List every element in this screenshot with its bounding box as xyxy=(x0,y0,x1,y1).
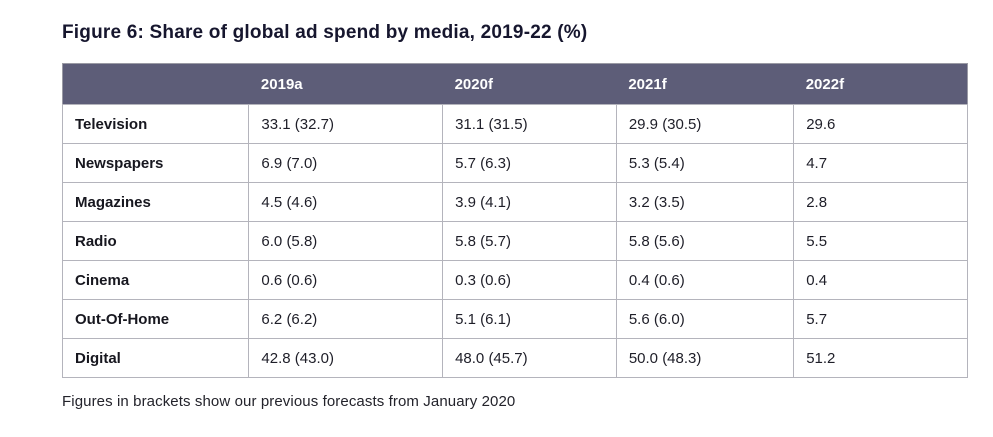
column-header-2019a: 2019a xyxy=(248,63,443,105)
table-row-digital: Digital 42.8 (43.0) 48.0 (45.7) 50.0 (48… xyxy=(61,338,968,378)
header-row: 2019a 2020f 2021f 2022f xyxy=(62,63,968,105)
table-cell: 33.1 (32.7) xyxy=(248,104,444,144)
table-cell: 5.8 (5.6) xyxy=(615,221,795,261)
table-cell: 6.9 (7.0) xyxy=(248,143,444,183)
footnote: Figures in brackets show our previous fo… xyxy=(62,393,516,410)
table-row-television: Television 33.1 (32.7) 31.1 (31.5) 29.9 … xyxy=(61,104,968,144)
table-cell: 3.9 (4.1) xyxy=(442,182,617,222)
table-cell: 0.4 (0.6) xyxy=(615,260,795,300)
row-label-newspapers: Newspapers xyxy=(61,143,250,183)
table-cell: 5.7 xyxy=(793,299,968,339)
figure-title: Figure 6: Share of global ad spend by me… xyxy=(62,22,588,43)
table-cell: 5.5 xyxy=(793,221,968,261)
table-row-out-of-home: Out-Of-Home 6.2 (6.2) 5.1 (6.1) 5.6 (6.0… xyxy=(61,299,968,339)
table-cell: 50.0 (48.3) xyxy=(615,338,795,378)
ad-spend-table: 2019a 2020f 2021f 2022f Television 33.1 … xyxy=(61,63,968,378)
column-header-2021f: 2021f xyxy=(616,63,794,105)
table-cell: 5.8 (5.7) xyxy=(442,221,617,261)
table-cell: 3.2 (3.5) xyxy=(615,182,795,222)
table-cell: 0.4 xyxy=(793,260,968,300)
table-header: 2019a 2020f 2021f 2022f xyxy=(62,63,968,105)
row-label-out-of-home: Out-Of-Home xyxy=(61,299,250,339)
table-row-radio: Radio 6.0 (5.8) 5.8 (5.7) 5.8 (5.6) 5.5 xyxy=(61,221,968,261)
table-cell: 5.6 (6.0) xyxy=(615,299,795,339)
table-cell: 29.9 (30.5) xyxy=(615,104,795,144)
row-label-television: Television xyxy=(61,104,250,144)
row-label-magazines: Magazines xyxy=(61,182,250,222)
table-row-magazines: Magazines 4.5 (4.6) 3.9 (4.1) 3.2 (3.5) … xyxy=(61,182,968,222)
table-cell: 5.1 (6.1) xyxy=(442,299,617,339)
table-cell: 51.2 xyxy=(793,338,968,378)
table-row-newspapers: Newspapers 6.9 (7.0) 5.7 (6.3) 5.3 (5.4)… xyxy=(61,143,968,183)
table-cell: 4.7 xyxy=(793,143,968,183)
column-header-blank xyxy=(62,63,249,105)
row-label-cinema: Cinema xyxy=(61,260,250,300)
table-cell: 5.3 (5.4) xyxy=(615,143,795,183)
table-cell: 6.0 (5.8) xyxy=(248,221,444,261)
table-cell: 0.6 (0.6) xyxy=(248,260,444,300)
table-cell: 4.5 (4.6) xyxy=(248,182,444,222)
column-header-2020f: 2020f xyxy=(442,63,617,105)
table-cell: 31.1 (31.5) xyxy=(442,104,617,144)
column-header-2022f: 2022f xyxy=(793,63,968,105)
row-label-radio: Radio xyxy=(61,221,250,261)
row-label-digital: Digital xyxy=(61,338,250,378)
table-cell: 48.0 (45.7) xyxy=(442,338,617,378)
table-body: Television 33.1 (32.7) 31.1 (31.5) 29.9 … xyxy=(61,104,968,378)
table-cell: 0.3 (0.6) xyxy=(442,260,617,300)
table-cell: 42.8 (43.0) xyxy=(248,338,444,378)
table-cell: 29.6 xyxy=(793,104,968,144)
table-row-cinema: Cinema 0.6 (0.6) 0.3 (0.6) 0.4 (0.6) 0.4 xyxy=(61,260,968,300)
table-cell: 5.7 (6.3) xyxy=(442,143,617,183)
table-cell: 2.8 xyxy=(793,182,968,222)
table-cell: 6.2 (6.2) xyxy=(248,299,444,339)
